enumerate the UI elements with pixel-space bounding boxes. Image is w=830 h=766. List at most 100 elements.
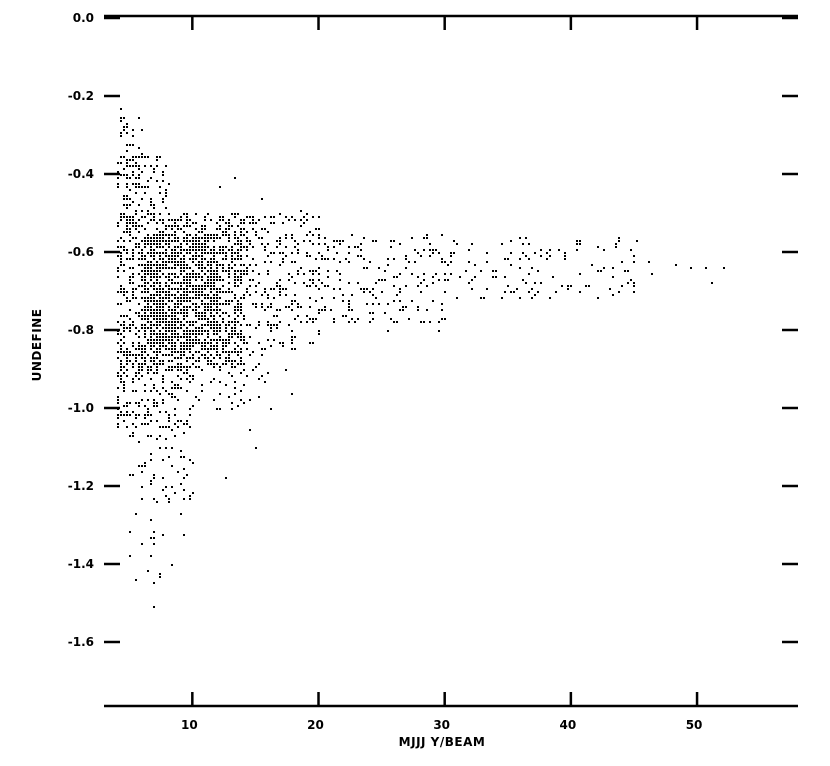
data-point xyxy=(147,327,149,329)
data-point xyxy=(141,291,143,293)
data-point xyxy=(162,180,164,182)
data-point xyxy=(153,213,155,215)
data-point xyxy=(180,285,182,287)
data-point xyxy=(126,222,128,224)
data-point xyxy=(291,237,293,239)
data-point xyxy=(153,402,155,404)
data-point xyxy=(243,270,245,272)
data-point xyxy=(258,282,260,284)
data-point xyxy=(117,396,119,398)
data-point xyxy=(183,312,185,314)
data-point xyxy=(150,414,152,416)
data-point xyxy=(123,204,125,206)
data-point xyxy=(441,303,443,305)
data-point xyxy=(147,291,149,293)
data-point xyxy=(183,300,185,302)
data-point xyxy=(264,216,266,218)
data-point xyxy=(135,297,137,299)
data-point xyxy=(417,276,419,278)
data-point xyxy=(228,270,230,272)
data-point xyxy=(123,321,125,323)
data-point xyxy=(201,246,203,248)
data-point xyxy=(300,267,302,269)
data-point xyxy=(219,252,221,254)
data-point xyxy=(261,306,263,308)
data-point xyxy=(177,246,179,248)
data-point xyxy=(156,291,158,293)
data-point xyxy=(135,162,137,164)
data-point xyxy=(237,270,239,272)
data-point xyxy=(240,357,242,359)
data-point xyxy=(285,306,287,308)
data-point xyxy=(198,306,200,308)
data-point xyxy=(132,249,134,251)
data-point xyxy=(180,270,182,272)
data-point xyxy=(156,237,158,239)
data-point xyxy=(159,330,161,332)
data-point xyxy=(228,321,230,323)
data-point xyxy=(141,255,143,257)
data-point xyxy=(159,306,161,308)
data-point xyxy=(585,285,587,287)
data-point xyxy=(279,342,281,344)
data-point xyxy=(144,246,146,248)
data-point xyxy=(453,252,455,254)
data-point xyxy=(369,291,371,293)
data-point xyxy=(129,414,131,416)
data-point xyxy=(186,240,188,242)
data-point xyxy=(180,324,182,326)
data-point xyxy=(165,330,167,332)
data-point xyxy=(222,234,224,236)
data-point xyxy=(231,300,233,302)
data-point xyxy=(195,252,197,254)
data-point xyxy=(150,201,152,203)
data-point xyxy=(186,267,188,269)
data-point xyxy=(417,285,419,287)
data-point xyxy=(309,270,311,272)
data-point xyxy=(204,258,206,260)
data-point xyxy=(321,309,323,311)
data-point xyxy=(234,243,236,245)
data-point xyxy=(189,414,191,416)
data-point xyxy=(324,243,326,245)
data-point xyxy=(156,342,158,344)
data-point xyxy=(195,279,197,281)
data-point xyxy=(318,333,320,335)
data-point xyxy=(279,243,281,245)
data-point xyxy=(141,423,143,425)
data-point xyxy=(204,267,206,269)
data-point xyxy=(147,342,149,344)
data-point xyxy=(156,276,158,278)
data-point xyxy=(162,306,164,308)
data-point xyxy=(231,246,233,248)
data-point xyxy=(207,261,209,263)
data-point xyxy=(189,366,191,368)
data-point xyxy=(162,261,164,263)
data-point xyxy=(213,294,215,296)
data-point xyxy=(378,303,380,305)
x-tick-label: 20 xyxy=(307,718,324,732)
data-point xyxy=(162,231,164,233)
data-point xyxy=(252,216,254,218)
data-point xyxy=(132,159,134,161)
data-point xyxy=(243,234,245,236)
data-point xyxy=(279,264,281,266)
data-point xyxy=(162,234,164,236)
data-point xyxy=(201,348,203,350)
data-point xyxy=(132,342,134,344)
data-point xyxy=(321,258,323,260)
data-point xyxy=(180,420,182,422)
data-point xyxy=(162,327,164,329)
data-point xyxy=(138,414,140,416)
data-point xyxy=(270,408,272,410)
data-point xyxy=(228,342,230,344)
data-point xyxy=(219,249,221,251)
data-point xyxy=(126,165,128,167)
data-point xyxy=(186,333,188,335)
data-point xyxy=(486,261,488,263)
data-point xyxy=(579,273,581,275)
data-point xyxy=(201,285,203,287)
data-point xyxy=(138,336,140,338)
data-point xyxy=(231,213,233,215)
data-point xyxy=(117,333,119,335)
